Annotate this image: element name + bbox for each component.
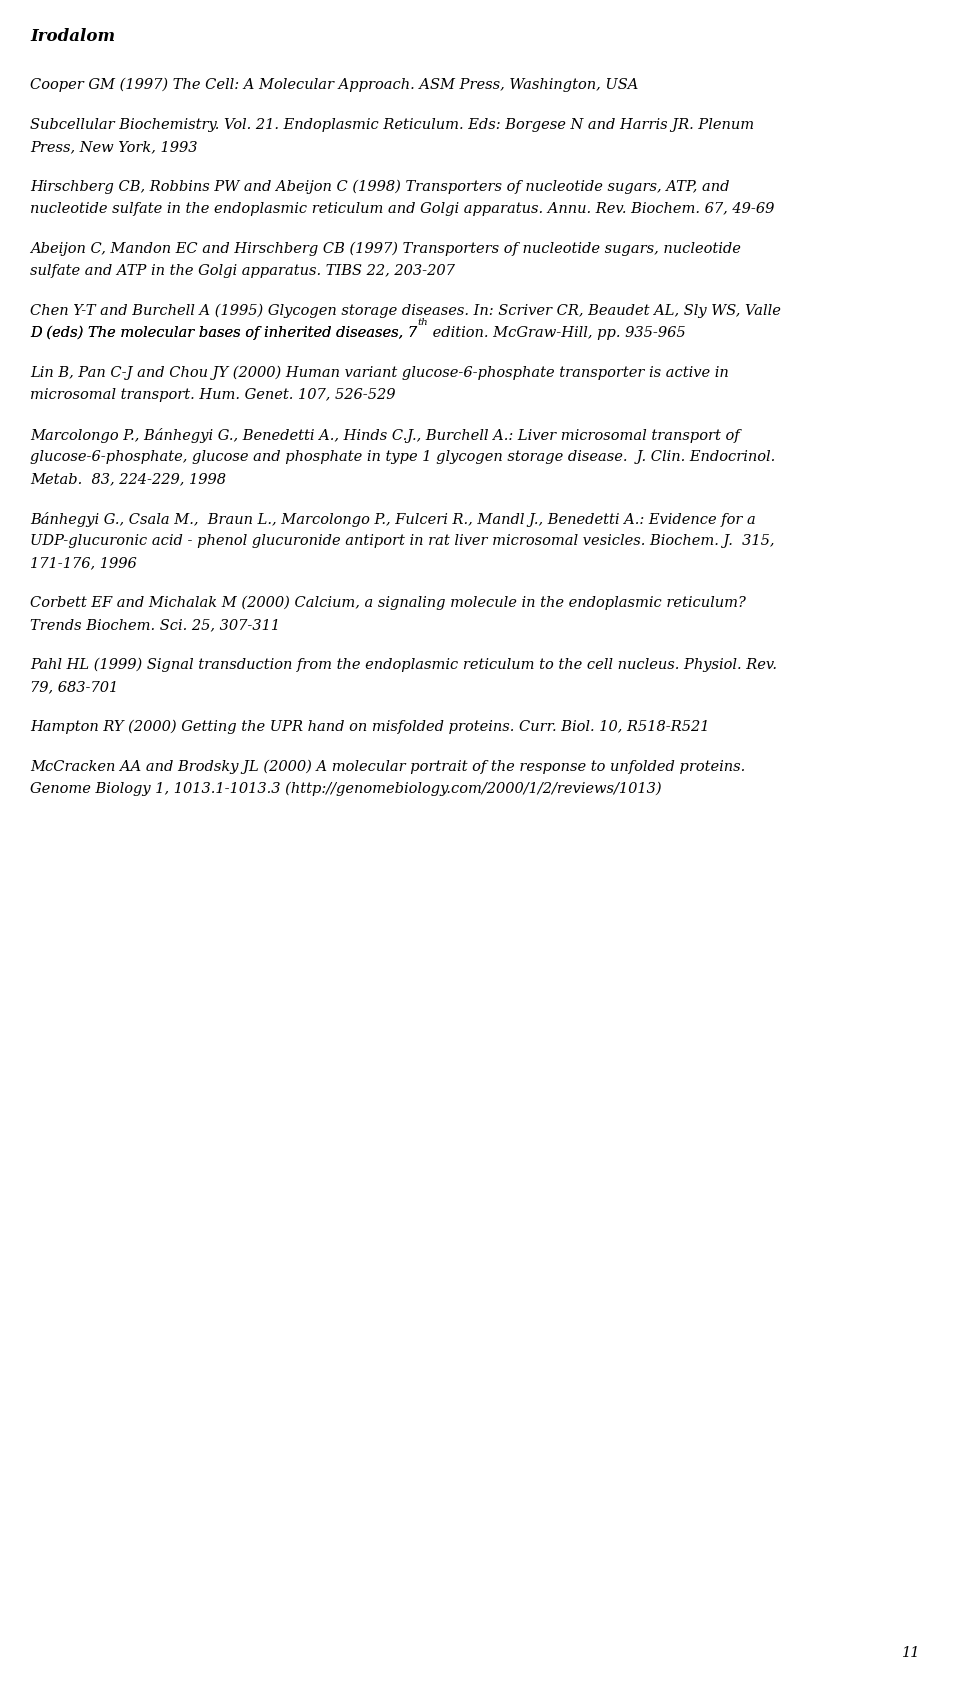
- Text: nucleotide sulfate in the endoplasmic reticulum and Golgi apparatus. Annu. Rev. : nucleotide sulfate in the endoplasmic re…: [30, 202, 775, 216]
- Text: Chen Y-T and Burchell A (1995) Glycogen storage diseases. In: Scriver CR, Beaude: Chen Y-T and Burchell A (1995) Glycogen …: [30, 303, 780, 319]
- Text: microsomal transport. Hum. Genet. 107, 526-529: microsomal transport. Hum. Genet. 107, 5…: [30, 388, 396, 401]
- Text: Cooper GM (1997) The Cell: A Molecular Approach. ASM Press, Washington, USA: Cooper GM (1997) The Cell: A Molecular A…: [30, 78, 638, 93]
- Text: Lin B, Pan C-J and Chou JY (2000) Human variant glucose-6-phosphate transporter : Lin B, Pan C-J and Chou JY (2000) Human …: [30, 366, 729, 381]
- Text: Press, New York, 1993: Press, New York, 1993: [30, 140, 198, 153]
- Text: Bánhegyi G., Csala M.,  Braun L., Marcolongo P., Fulceri R., Mandl J., Benedetti: Bánhegyi G., Csala M., Braun L., Marcolo…: [30, 513, 756, 528]
- Text: D (eds) The molecular bases of inherited diseases, 7: D (eds) The molecular bases of inherited…: [30, 325, 418, 341]
- Text: UDP-glucuronic acid - phenol glucuronide antiport in rat liver microsomal vesicl: UDP-glucuronic acid - phenol glucuronide…: [30, 534, 775, 548]
- Text: Genome Biology 1, 1013.1-1013.3 (http://genomebiology.com/2000/1/2/reviews/1013): Genome Biology 1, 1013.1-1013.3 (http://…: [30, 782, 661, 796]
- Text: D (eds) The molecular bases of inherited diseases, 7: D (eds) The molecular bases of inherited…: [30, 325, 418, 341]
- Text: th: th: [418, 319, 428, 327]
- Text: McCracken AA and Brodsky JL (2000) A molecular portrait of the response to unfol: McCracken AA and Brodsky JL (2000) A mol…: [30, 760, 745, 774]
- Text: edition. McGraw-Hill, pp. 935-965: edition. McGraw-Hill, pp. 935-965: [428, 325, 685, 341]
- Text: Subcellular Biochemistry. Vol. 21. Endoplasmic Reticulum. Eds: Borgese N and Har: Subcellular Biochemistry. Vol. 21. Endop…: [30, 118, 755, 132]
- Text: Hampton RY (2000) Getting the UPR hand on misfolded proteins. Curr. Biol. 10, R5: Hampton RY (2000) Getting the UPR hand o…: [30, 720, 709, 735]
- Text: Pahl HL (1999) Signal transduction from the endoplasmic reticulum to the cell nu: Pahl HL (1999) Signal transduction from …: [30, 658, 777, 673]
- Text: Marcolongo P., Bánhegyi G., Benedetti A., Hinds C.J., Burchell A.: Liver microso: Marcolongo P., Bánhegyi G., Benedetti A.…: [30, 428, 739, 443]
- Text: Trends Biochem. Sci. 25, 307-311: Trends Biochem. Sci. 25, 307-311: [30, 619, 280, 632]
- Text: Irodalom: Irodalom: [30, 29, 115, 46]
- Text: Abeijon C, Mandon EC and Hirschberg CB (1997) Transporters of nucleotide sugars,: Abeijon C, Mandon EC and Hirschberg CB (…: [30, 243, 741, 256]
- Text: glucose-6-phosphate, glucose and phosphate in type 1 glycogen storage disease.  : glucose-6-phosphate, glucose and phospha…: [30, 450, 776, 464]
- Text: Metab.  83, 224-229, 1998: Metab. 83, 224-229, 1998: [30, 472, 226, 486]
- Text: Hirschberg CB, Robbins PW and Abeijon C (1998) Transporters of nucleotide sugars: Hirschberg CB, Robbins PW and Abeijon C …: [30, 180, 730, 194]
- Text: Corbett EF and Michalak M (2000) Calcium, a signaling molecule in the endoplasmi: Corbett EF and Michalak M (2000) Calcium…: [30, 595, 746, 610]
- Text: sulfate and ATP in the Golgi apparatus. TIBS 22, 203-207: sulfate and ATP in the Golgi apparatus. …: [30, 265, 455, 278]
- Text: 171-176, 1996: 171-176, 1996: [30, 556, 136, 570]
- Text: 11: 11: [901, 1646, 920, 1661]
- Text: 79, 683-701: 79, 683-701: [30, 679, 118, 695]
